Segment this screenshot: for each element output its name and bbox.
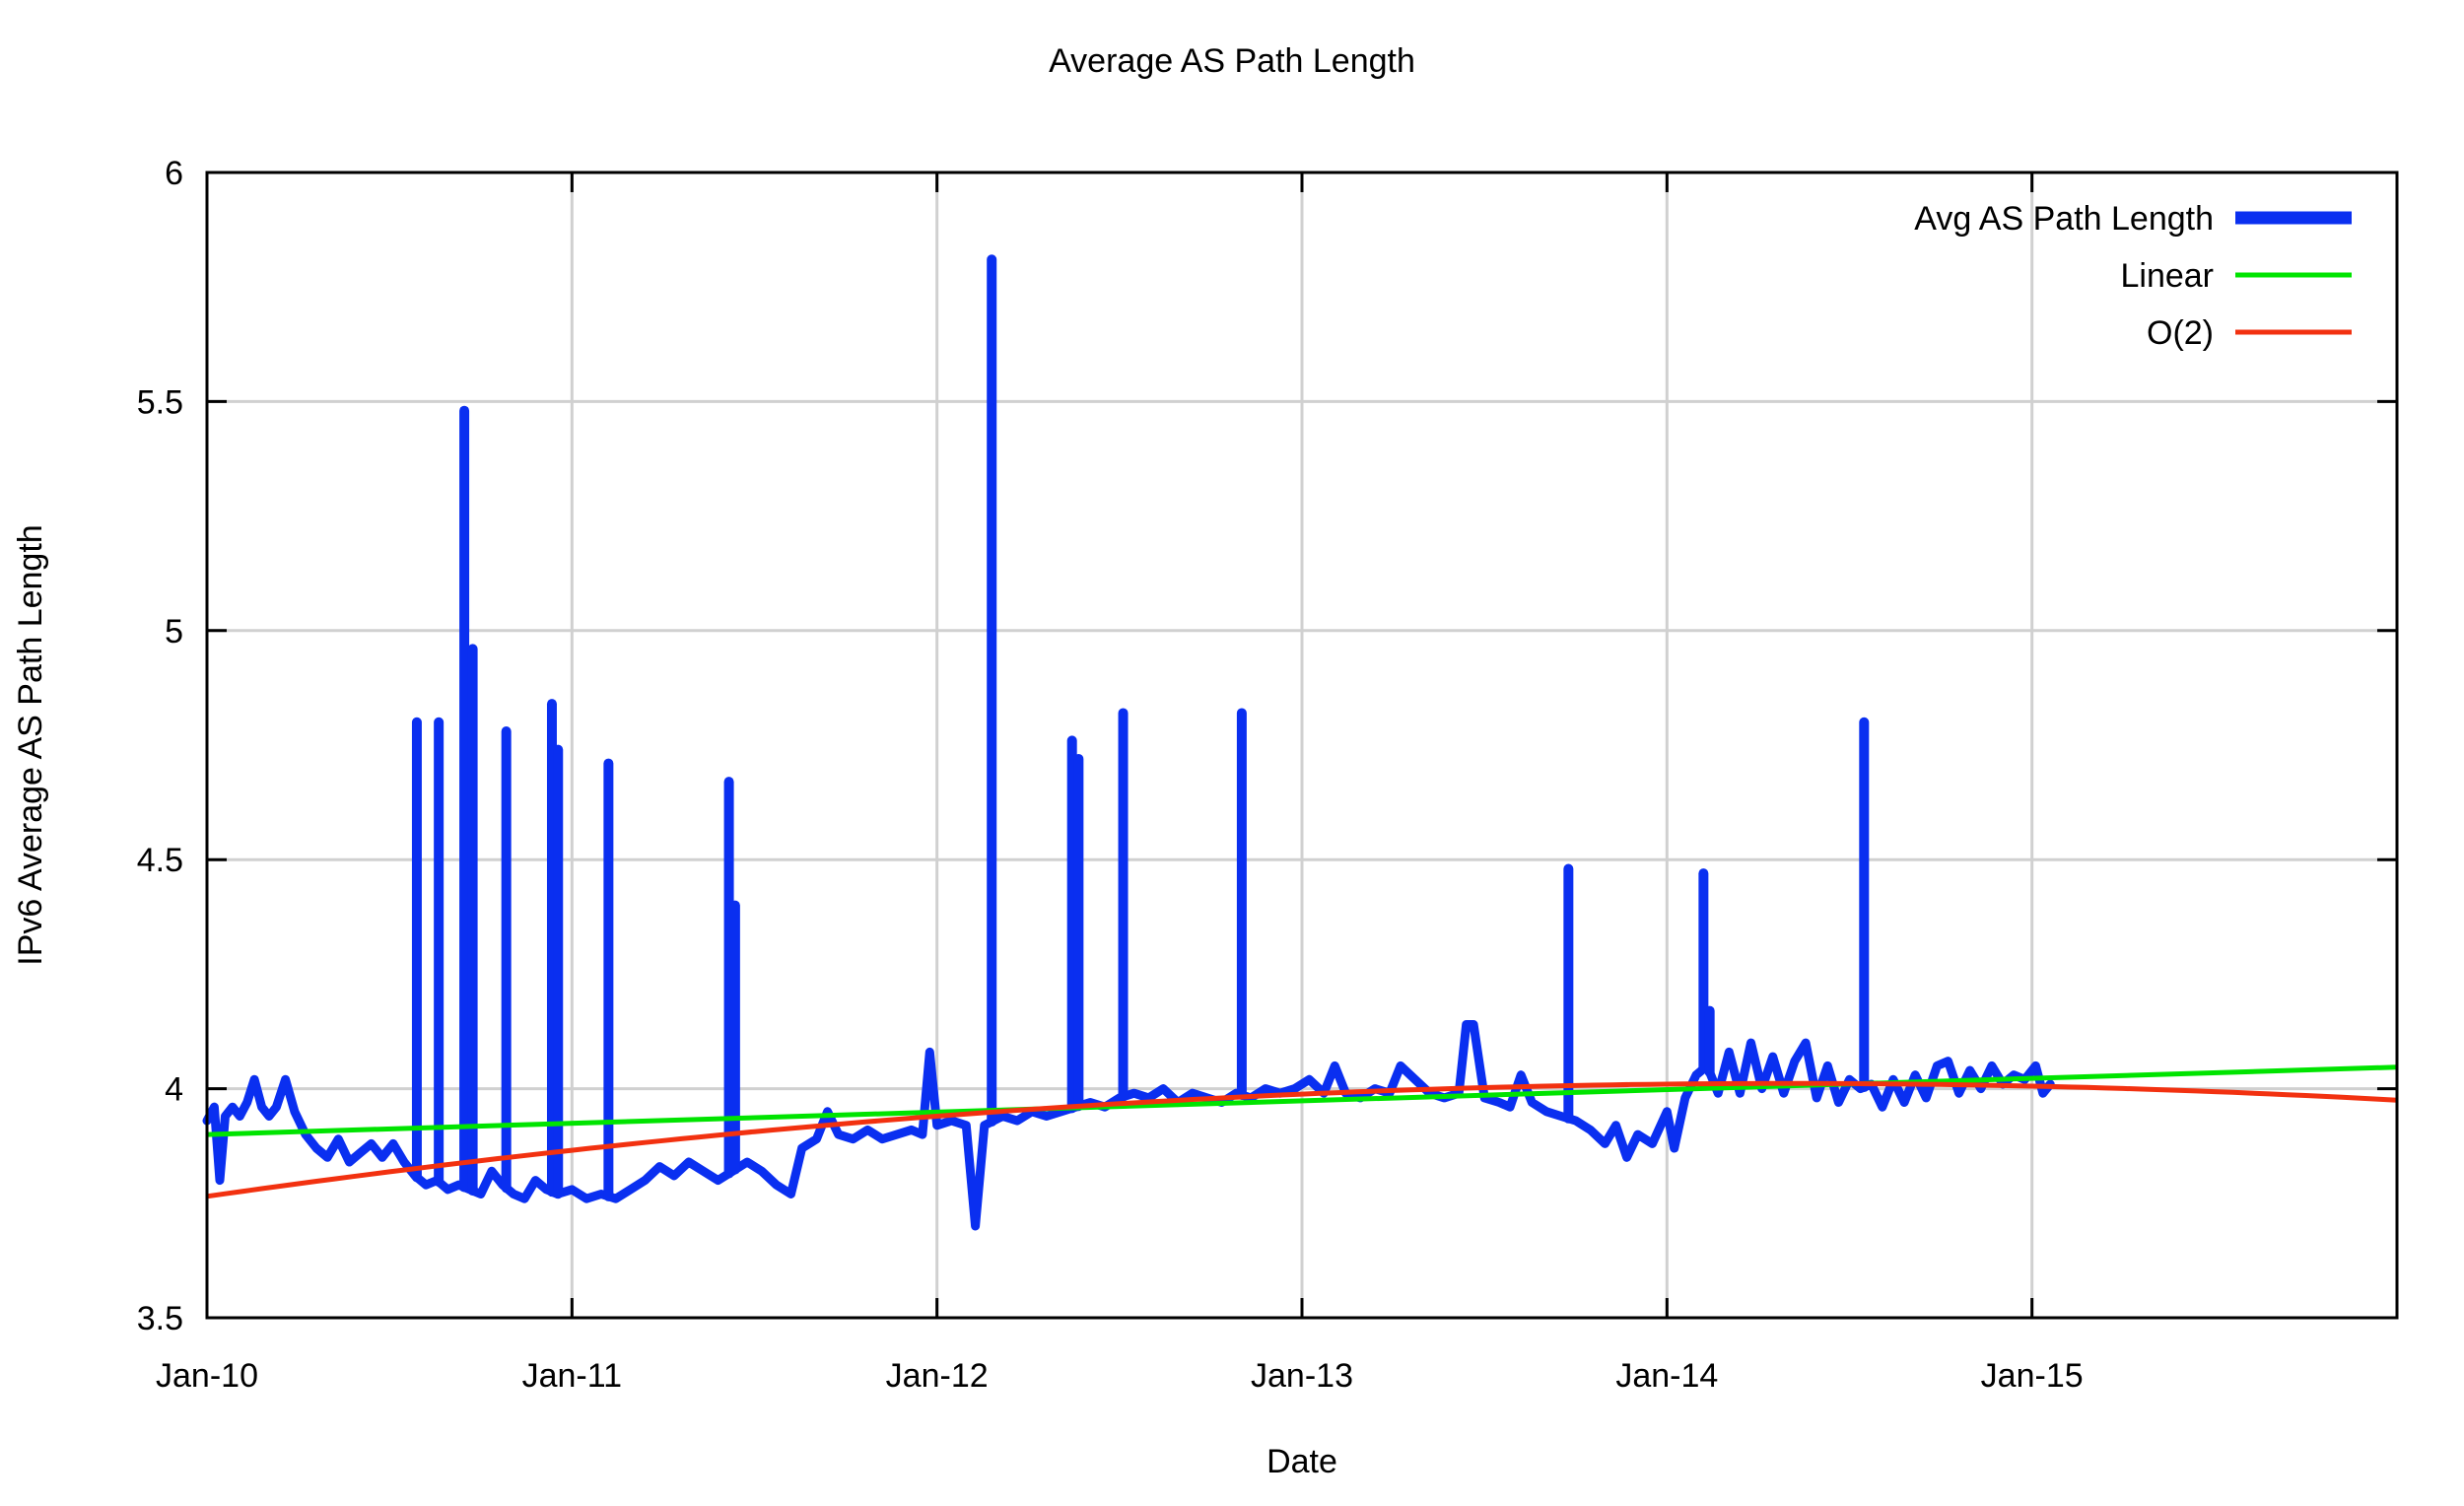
legend-label: Linear (2120, 257, 2214, 295)
gridlines-layer (207, 172, 2397, 1318)
axes-layer (205, 171, 2399, 1320)
chart-title: Average AS Path Length (1049, 42, 1415, 80)
y-tick-label: 4 (165, 1071, 183, 1109)
y-tick-label: 5.5 (137, 383, 183, 421)
x-axis-label: Date (1266, 1443, 1337, 1480)
x-tick-label: Jan-15 (1981, 1357, 2084, 1395)
y-tick-label: 6 (165, 155, 183, 192)
legend: Avg AS Path Length Linear O(2) (1914, 200, 2352, 352)
legend-label: Avg AS Path Length (1914, 200, 2214, 238)
series-linear-fit (206, 1064, 2398, 1137)
series-layer (202, 254, 2398, 1231)
legend-item-o2: O(2) (2147, 314, 2352, 352)
y-tick-label: 3.5 (137, 1300, 183, 1337)
x-tick-label: Jan-10 (156, 1357, 258, 1395)
y-tick-label: 4.5 (137, 842, 183, 879)
legend-item-avg-as-path-length: Avg AS Path Length (1914, 200, 2352, 238)
x-tick-label: Jan-12 (886, 1357, 989, 1395)
y-tick-label: 5 (165, 613, 183, 650)
tick-labels-layer: 3.5 4 4.5 5 5.5 6 Jan-10 Jan-11 Jan-12 Jan-13 Jan-… (137, 155, 2084, 1395)
y-axis-label: IPv6 Average AS Path Length (12, 524, 49, 965)
legend-item-linear: Linear (2120, 257, 2352, 295)
x-tick-label: Jan-11 (522, 1357, 622, 1395)
x-tick-label: Jan-13 (1251, 1357, 1353, 1395)
legend-label: O(2) (2147, 314, 2214, 352)
x-tick-label: Jan-14 (1615, 1357, 1718, 1395)
series-o2-fit (206, 1080, 2398, 1199)
